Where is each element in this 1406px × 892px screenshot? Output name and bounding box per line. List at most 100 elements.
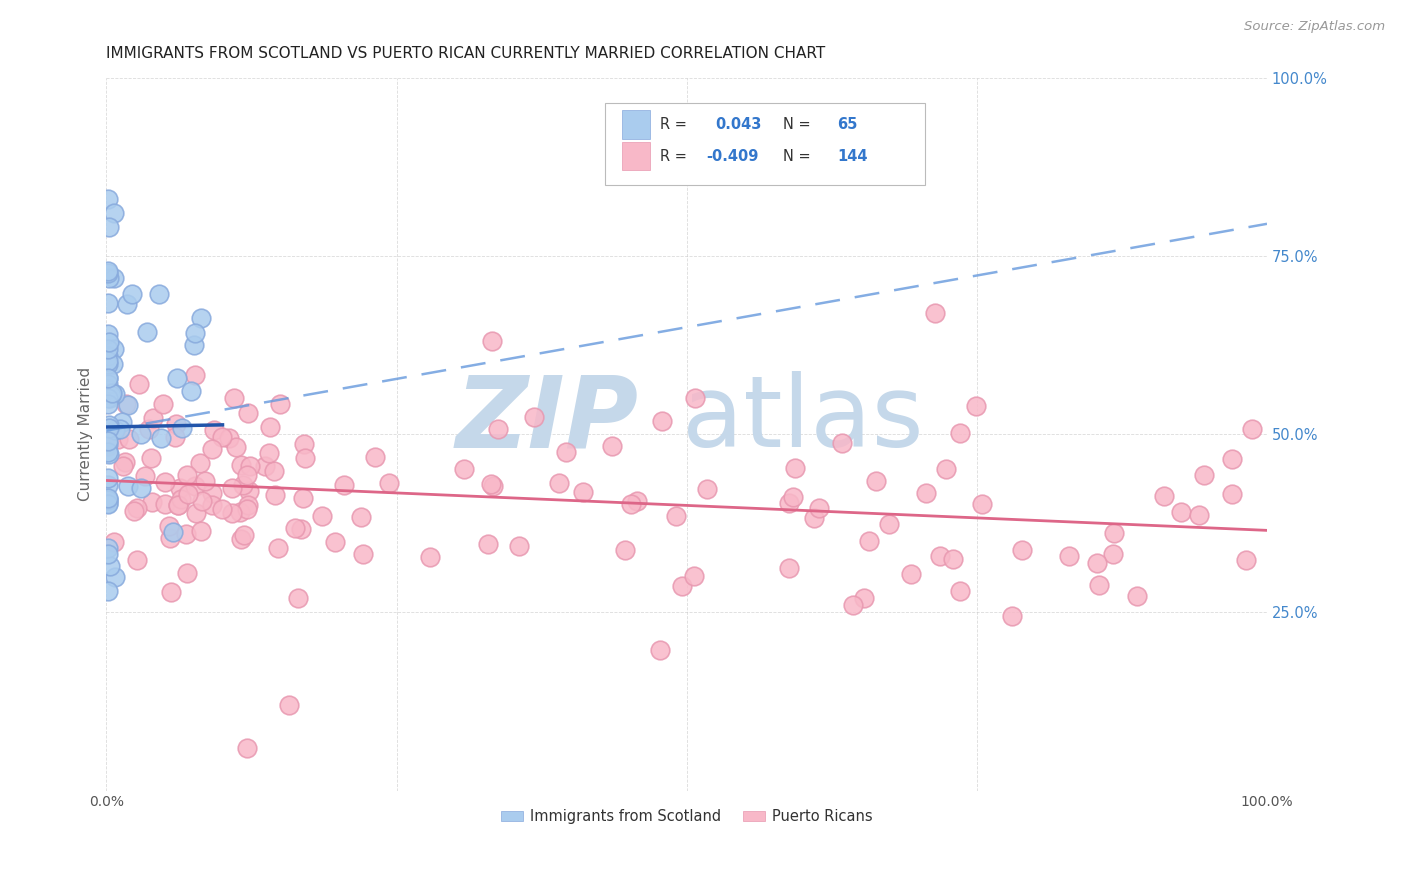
Point (176, 527, 198, 541)
Point (125, 500, 148, 515)
Point (97, 266, 120, 280)
Point (782, 490, 804, 504)
Point (263, 464, 285, 478)
Point (166, 499, 188, 513)
Point (166, 370, 188, 384)
Point (114, 397, 136, 411)
Point (127, 553, 149, 567)
Text: 0.043: 0.043 (716, 117, 762, 132)
Point (188, 456, 211, 470)
Point (364, 450, 387, 464)
Point (157, 518, 180, 533)
Point (278, 698, 301, 712)
Point (831, 436, 853, 450)
Point (477, 537, 499, 551)
Point (184, 479, 207, 493)
Point (108, 422, 131, 436)
Point (778, 561, 800, 575)
Point (98, 334, 121, 349)
Point (97, 397, 120, 411)
Point (269, 397, 291, 411)
Point (221, 481, 243, 495)
Point (103, 342, 125, 356)
Point (142, 410, 165, 425)
Point (167, 498, 190, 512)
Point (97, 220, 120, 235)
Point (292, 436, 315, 450)
Point (97, 497, 120, 511)
Point (98, 558, 121, 573)
Point (283, 521, 305, 535)
Point (97, 493, 120, 508)
Point (165, 429, 187, 443)
Point (97, 447, 120, 461)
Point (858, 534, 880, 549)
Text: R =: R = (659, 117, 688, 132)
Point (104, 386, 127, 401)
Point (779, 495, 801, 509)
Point (486, 422, 509, 436)
Point (134, 469, 156, 483)
Point (97, 192, 120, 206)
Point (211, 501, 233, 516)
Point (229, 505, 252, 519)
Point (98, 391, 121, 405)
Point (184, 326, 207, 340)
Point (236, 406, 259, 420)
Point (180, 384, 202, 399)
Point (965, 399, 987, 413)
Point (103, 534, 125, 549)
Point (236, 467, 259, 482)
Point (218, 431, 240, 445)
FancyBboxPatch shape (621, 142, 650, 170)
Point (479, 477, 502, 491)
Point (201, 442, 224, 456)
Point (333, 478, 356, 492)
Point (190, 494, 212, 508)
Point (97, 357, 120, 371)
Point (935, 462, 957, 476)
Point (97, 391, 120, 405)
Point (600, 439, 623, 453)
Point (141, 450, 163, 465)
Point (972, 497, 994, 511)
Point (111, 415, 134, 429)
Point (508, 539, 530, 553)
Point (97, 349, 120, 363)
Point (176, 566, 198, 581)
Point (200, 498, 222, 512)
Point (229, 533, 252, 547)
Point (1102, 526, 1125, 541)
Point (555, 445, 578, 459)
Point (1170, 505, 1192, 519)
Point (853, 591, 876, 605)
Point (614, 543, 637, 558)
Point (865, 475, 887, 489)
Point (153, 497, 176, 511)
Point (352, 547, 374, 561)
Point (170, 421, 193, 435)
Point (1194, 467, 1216, 482)
Point (377, 476, 399, 491)
Point (190, 310, 212, 325)
Point (928, 549, 950, 564)
Point (165, 417, 187, 431)
Point (291, 491, 314, 506)
Point (121, 286, 143, 301)
Point (1088, 578, 1111, 592)
Point (263, 488, 285, 502)
Text: N =: N = (783, 117, 811, 132)
Point (104, 423, 127, 437)
Point (453, 462, 475, 476)
Point (97, 437, 120, 451)
Point (176, 467, 198, 482)
Point (97, 584, 120, 599)
Text: ZIP: ZIP (456, 371, 638, 468)
Point (101, 358, 124, 372)
Point (114, 455, 136, 469)
Point (682, 569, 704, 583)
Point (97, 418, 120, 433)
Point (153, 475, 176, 489)
Point (97, 370, 120, 384)
Point (101, 386, 124, 401)
